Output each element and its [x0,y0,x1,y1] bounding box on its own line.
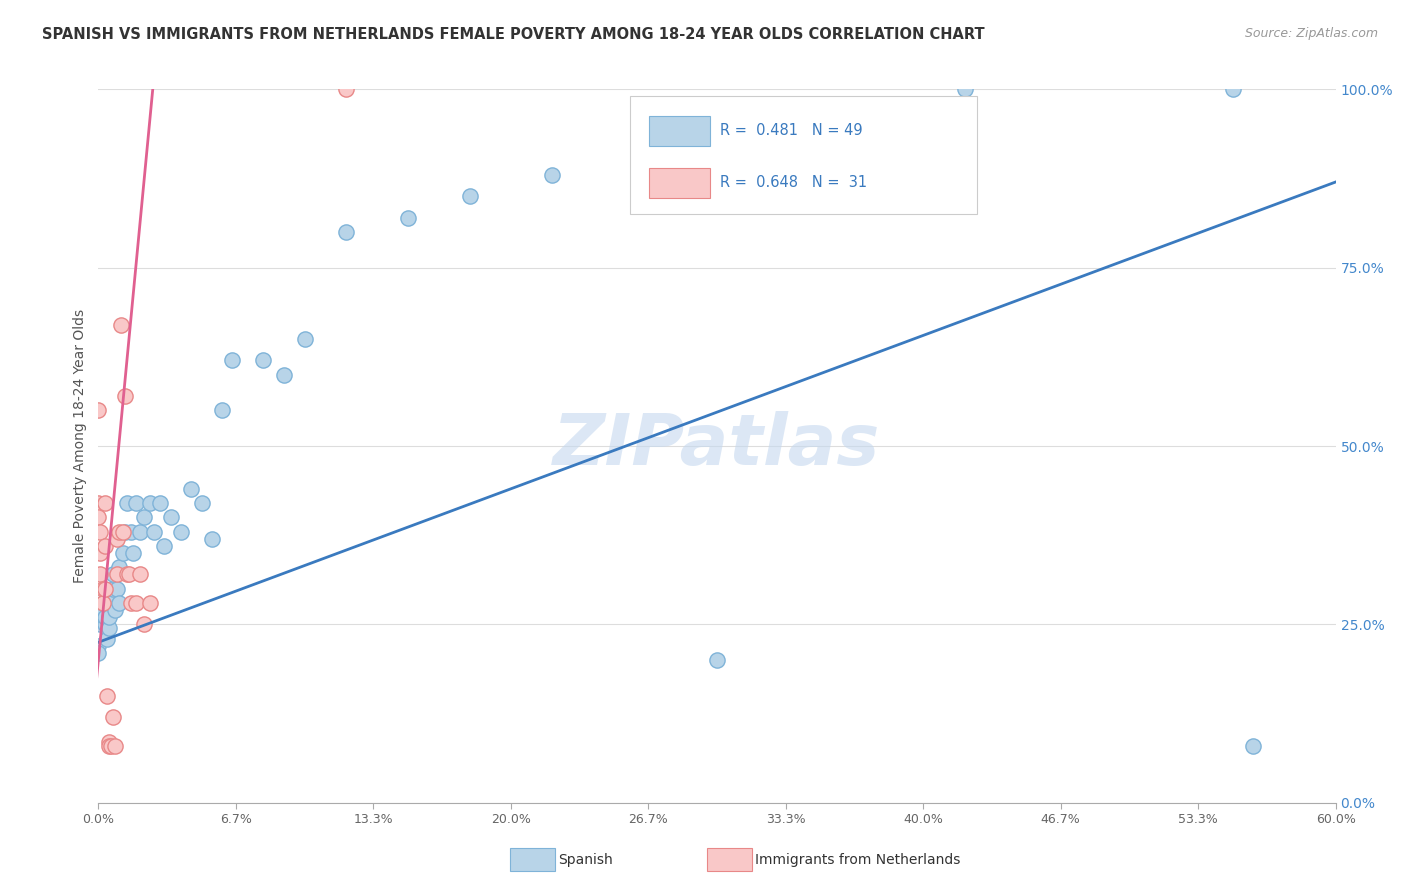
Point [91,596,114,610]
Point [221,353,243,368]
Point [97,739,120,753]
Point [108,596,131,610]
Point [117,496,139,510]
Point [139,596,162,610]
Point [93,617,115,632]
Point [91,582,114,596]
Point [665,153,688,168]
Point [396,211,419,225]
Point [335,82,357,96]
Point [96,632,118,646]
Point [105,532,128,546]
Point [89,617,111,632]
Point [808,118,831,132]
Text: SPANISH VS IMMIGRANTS FROM NETHERLANDS FEMALE POVERTY AMONG 18-24 YEAR OLDS CORR: SPANISH VS IMMIGRANTS FROM NETHERLANDS F… [42,27,984,42]
Text: ZIPatlas: ZIPatlas [554,411,880,481]
Point [139,496,162,510]
FancyBboxPatch shape [630,96,977,214]
Point [96,689,118,703]
Point [104,739,127,753]
Point [101,582,124,596]
Point [132,510,155,524]
Point [97,735,120,749]
Point [706,653,728,667]
Point [273,368,295,382]
Point [87,639,110,653]
Point [89,546,111,560]
Point [108,560,131,574]
Text: Source: ZipAtlas.com: Source: ZipAtlas.com [1244,27,1378,40]
Point [294,332,316,346]
Point [153,539,176,553]
Point [93,496,115,510]
Point [101,567,124,582]
Point [93,539,115,553]
Point [159,510,181,524]
Point [120,524,142,539]
Point [128,567,150,582]
Point [97,610,120,624]
Point [91,603,114,617]
Point [252,353,274,368]
Point [143,524,166,539]
Point [87,496,110,510]
Point [112,546,135,560]
FancyBboxPatch shape [650,168,710,198]
Point [1222,82,1244,96]
Point [124,496,146,510]
Point [112,524,135,539]
Point [104,603,127,617]
Point [541,168,564,182]
Point [89,567,111,582]
Point [124,596,146,610]
Text: R =  0.648   N =  31: R = 0.648 N = 31 [720,175,866,190]
Point [93,582,115,596]
Point [87,646,110,660]
Point [122,546,145,560]
Point [128,524,150,539]
Point [97,621,120,635]
Point [211,403,233,417]
Point [108,524,131,539]
Point [132,617,155,632]
Point [458,189,481,203]
Point [114,389,136,403]
FancyBboxPatch shape [650,116,710,145]
Point [110,318,132,332]
Point [120,596,142,610]
Point [105,582,128,596]
Point [101,710,124,724]
Point [170,524,193,539]
Point [953,82,976,96]
Point [87,510,110,524]
Point [118,567,141,582]
Point [335,225,357,239]
Y-axis label: Female Poverty Among 18-24 Year Olds: Female Poverty Among 18-24 Year Olds [73,309,87,583]
Point [190,496,212,510]
Point [93,610,115,624]
Point [1241,739,1264,753]
Point [100,596,122,610]
Point [180,482,202,496]
Point [117,567,139,582]
Point [201,532,224,546]
Point [87,403,110,417]
Text: R =  0.481   N = 49: R = 0.481 N = 49 [720,123,862,138]
Point [100,739,122,753]
Text: Immigrants from Netherlands: Immigrants from Netherlands [755,853,960,867]
Point [105,567,128,582]
Text: Spanish: Spanish [558,853,613,867]
Point [149,496,172,510]
Point [89,524,111,539]
Point [114,524,136,539]
Point [91,596,114,610]
